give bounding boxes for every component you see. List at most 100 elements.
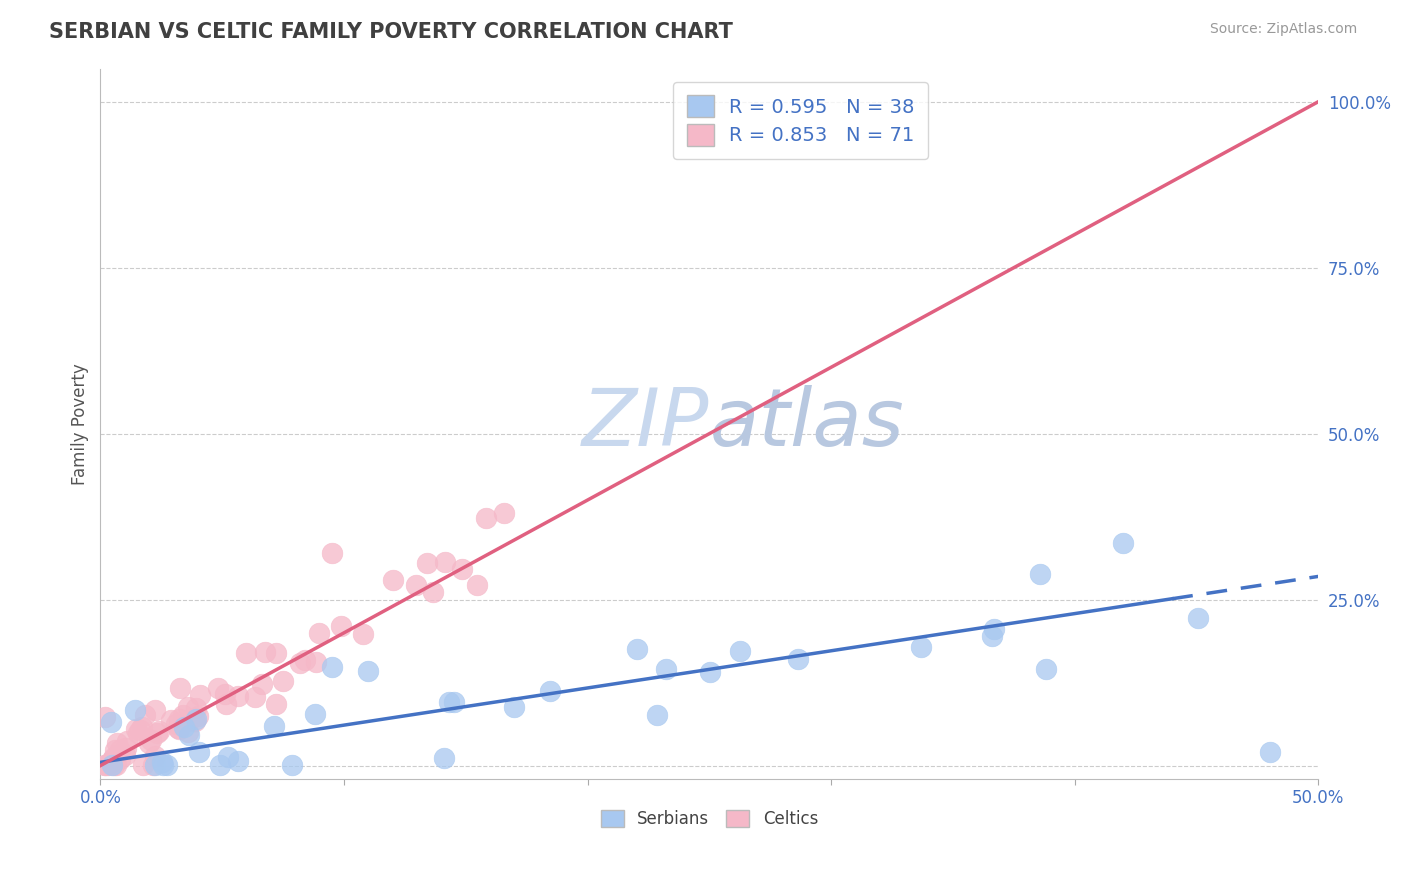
Point — [381, 573, 404, 587]
Point — [226, 754, 249, 768]
Point — [146, 726, 169, 740]
Point — [97, 758, 120, 772]
Point — [294, 653, 316, 667]
Point — [655, 662, 678, 676]
Point — [179, 727, 201, 741]
Point — [143, 749, 166, 764]
Point — [127, 726, 149, 740]
Point — [217, 749, 239, 764]
Point — [253, 645, 276, 659]
Point — [167, 722, 190, 736]
Point — [101, 751, 124, 765]
Point — [141, 733, 163, 747]
Point — [433, 751, 456, 765]
Point — [148, 723, 170, 738]
Point — [1258, 745, 1281, 759]
Point — [503, 700, 526, 714]
Point — [980, 630, 1002, 644]
Point — [434, 556, 457, 570]
Point — [416, 556, 439, 570]
Point — [728, 644, 751, 658]
Point — [124, 703, 146, 717]
Point — [187, 745, 209, 759]
Point — [131, 720, 153, 734]
Point — [142, 757, 165, 772]
Point — [626, 641, 648, 656]
Point — [1035, 662, 1057, 676]
Y-axis label: Family Poverty: Family Poverty — [72, 363, 89, 484]
Point — [243, 690, 266, 705]
Point — [100, 714, 122, 729]
Point — [304, 707, 326, 722]
Point — [115, 740, 138, 755]
Point — [207, 681, 229, 695]
Point — [422, 585, 444, 599]
Point — [101, 753, 124, 767]
Point — [699, 665, 721, 679]
Point — [263, 718, 285, 732]
Point — [450, 562, 472, 576]
Point — [108, 743, 131, 757]
Text: ZIP: ZIP — [582, 384, 709, 463]
Point — [169, 681, 191, 695]
Point — [281, 758, 304, 772]
Point — [214, 687, 236, 701]
Legend: Serbians, Celtics: Serbians, Celtics — [593, 803, 825, 835]
Point — [143, 703, 166, 717]
Point — [1112, 536, 1135, 550]
Point — [235, 647, 257, 661]
Point — [305, 655, 328, 669]
Point — [308, 626, 330, 640]
Point — [467, 577, 489, 591]
Point — [105, 736, 128, 750]
Point — [117, 734, 139, 748]
Point — [264, 698, 287, 712]
Point — [156, 758, 179, 772]
Point — [910, 640, 932, 654]
Point — [215, 697, 238, 711]
Point — [1187, 611, 1209, 625]
Point — [167, 712, 190, 726]
Point — [252, 677, 274, 691]
Point — [443, 695, 465, 709]
Point — [288, 656, 311, 670]
Point — [104, 758, 127, 772]
Point — [100, 755, 122, 769]
Point — [101, 758, 124, 772]
Point — [321, 546, 343, 560]
Point — [177, 724, 200, 739]
Point — [134, 707, 156, 722]
Point — [129, 723, 152, 738]
Point — [152, 755, 174, 769]
Point — [266, 646, 288, 660]
Point — [165, 717, 187, 731]
Point — [93, 710, 115, 724]
Point — [94, 758, 117, 772]
Text: atlas: atlas — [709, 384, 904, 463]
Point — [329, 619, 352, 633]
Point — [104, 743, 127, 757]
Point — [226, 689, 249, 703]
Point — [538, 684, 561, 698]
Point — [208, 758, 231, 772]
Point — [183, 714, 205, 729]
Point — [184, 712, 207, 726]
Point — [103, 758, 125, 772]
Point — [187, 709, 209, 723]
Point — [114, 747, 136, 762]
Point — [321, 660, 343, 674]
Point — [188, 689, 211, 703]
Point — [173, 720, 195, 734]
Point — [138, 736, 160, 750]
Point — [983, 622, 1005, 636]
Point — [125, 723, 148, 737]
Point — [352, 626, 374, 640]
Text: SERBIAN VS CELTIC FAMILY POVERTY CORRELATION CHART: SERBIAN VS CELTIC FAMILY POVERTY CORRELA… — [49, 22, 733, 42]
Point — [405, 578, 427, 592]
Point — [786, 652, 808, 666]
Point — [437, 695, 460, 709]
Point — [100, 756, 122, 770]
Point — [1029, 566, 1052, 581]
Point — [143, 758, 166, 772]
Point — [172, 708, 194, 723]
